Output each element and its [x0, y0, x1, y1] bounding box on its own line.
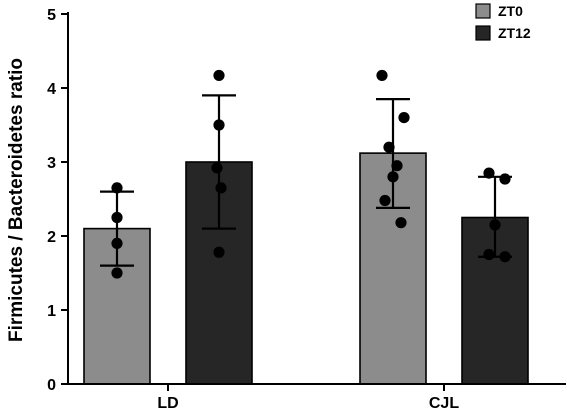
y-tick-label: 4	[47, 81, 56, 98]
legend-label-zt0: ZT0	[498, 3, 523, 19]
y-tick-label: 0	[47, 377, 56, 394]
data-point	[376, 69, 388, 82]
data-point	[398, 112, 410, 124]
data-point	[111, 237, 123, 249]
data-point	[499, 173, 511, 185]
x-tick-label: CJL	[429, 395, 459, 412]
data-point	[483, 248, 495, 261]
x-tick-label: LD	[157, 395, 178, 412]
data-point	[215, 182, 227, 194]
data-point	[395, 217, 407, 229]
y-tick-label: 2	[47, 229, 56, 246]
error-bars	[100, 94, 512, 267]
data-point	[489, 219, 501, 231]
data-points	[111, 69, 511, 279]
data-point	[213, 69, 225, 82]
data-point	[213, 119, 225, 131]
data-point	[211, 162, 223, 174]
data-point	[391, 160, 403, 172]
data-point	[111, 211, 123, 224]
data-point	[111, 267, 123, 279]
data-point	[213, 246, 225, 258]
x-axis: LD CJL	[68, 383, 566, 412]
y-tick-label: 5	[47, 7, 56, 24]
y-tick-label: 1	[47, 303, 56, 320]
legend: ZT0 ZT12	[475, 3, 531, 41]
data-point	[379, 194, 391, 207]
data-point	[383, 141, 395, 153]
data-point	[483, 167, 495, 179]
bars	[83, 152, 529, 385]
data-point	[387, 171, 399, 183]
legend-swatch-zt0	[475, 3, 491, 19]
y-axis-label: Firmicutes / Bacteroidetes ratio	[6, 58, 27, 342]
y-axis: 0 1 2 3 4 5	[47, 7, 69, 394]
legend-swatch-zt12	[475, 25, 491, 41]
data-point	[499, 251, 511, 263]
y-tick-label: 3	[47, 155, 56, 172]
data-point	[111, 182, 123, 194]
legend-label-zt12: ZT12	[498, 25, 531, 41]
